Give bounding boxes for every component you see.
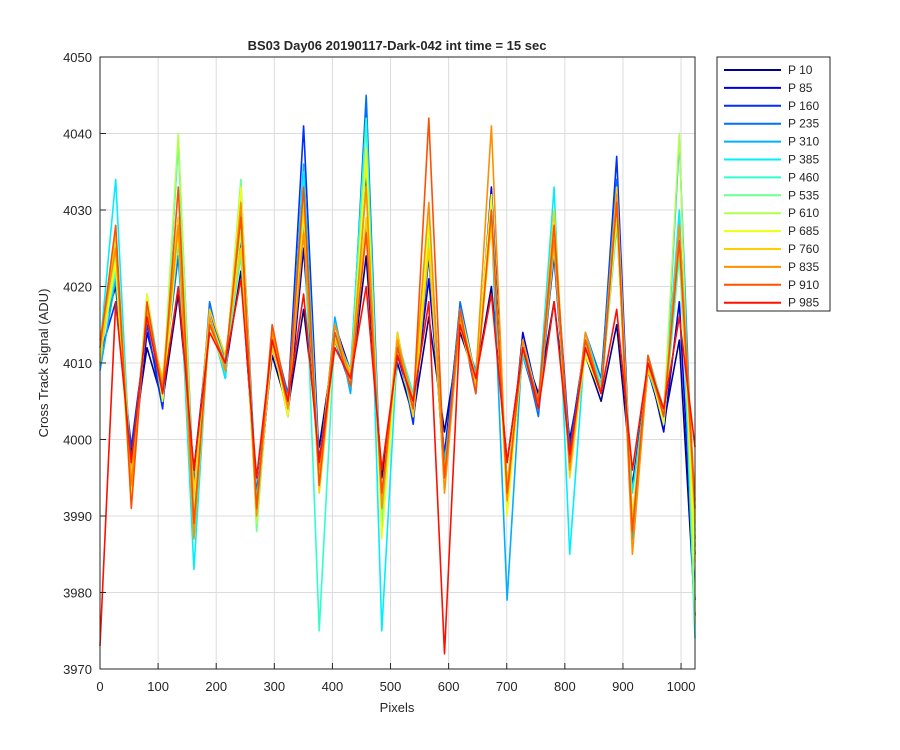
legend-label: P 235 (788, 117, 819, 131)
x-axis: 0 100 200 300 400 500 600 700 800 900 1000 (96, 663, 696, 694)
legend-label: P 535 (788, 188, 819, 202)
series-layer (99, 94, 696, 655)
y-axis-label: Cross Track Signal (ADU) (36, 289, 51, 438)
legend-entry: P 685 (724, 224, 819, 238)
x-tick-label: 700 (496, 679, 518, 694)
x-tick-label: 1000 (667, 679, 696, 694)
y-tick-label: 4030 (63, 203, 92, 218)
legend-entry: P 10 (724, 63, 813, 77)
x-tick-label: 800 (554, 679, 576, 694)
legend-label: P 835 (788, 260, 819, 274)
y-axis: 3970 3980 3990 4000 4010 4020 4030 4040 4050 (63, 50, 106, 677)
y-tick-label: 3990 (63, 509, 92, 524)
legend-label: P 85 (788, 81, 813, 95)
series-line-p-985 (99, 278, 696, 655)
legend-entry: P 385 (724, 153, 819, 167)
y-tick-label: 4000 (63, 433, 92, 448)
legend-box (716, 56, 831, 312)
legend-entry: P 835 (724, 260, 819, 274)
legend: P 10 P 85 P 160 P 235 P 310 P 385 P 460 P 535 P … (716, 56, 831, 312)
y-tick-label: 4020 (63, 280, 92, 295)
x-tick-label: 300 (263, 679, 285, 694)
x-tick-label: 600 (438, 679, 460, 694)
legend-label: P 385 (788, 153, 819, 167)
legend-label: P 460 (788, 170, 819, 184)
y-tick-label: 4050 (63, 50, 92, 65)
x-tick-label: 400 (322, 679, 344, 694)
chart-title: BS03 Day06 20190117-Dark-042 int time = … (248, 38, 547, 53)
legend-label: P 910 (788, 278, 819, 292)
x-tick-label: 200 (205, 679, 227, 694)
legend-label: P 10 (788, 63, 813, 77)
x-tick-label: 0 (96, 679, 103, 694)
legend-entry: P 760 (724, 242, 819, 256)
y-tick-label: 4010 (63, 356, 92, 371)
legend-label: P 685 (788, 224, 819, 238)
legend-entry: P 310 (724, 135, 819, 149)
x-axis-label: Pixels (380, 700, 415, 715)
legend-entry: P 85 (724, 81, 813, 95)
series-line-p-910 (99, 117, 696, 533)
legend-label: P 610 (788, 206, 819, 220)
y-tick-label: 3980 (63, 586, 92, 601)
legend-label: P 310 (788, 135, 819, 149)
legend-entry: P 160 (724, 99, 819, 113)
legend-label: P 760 (788, 242, 819, 256)
legend-entry: P 910 (724, 278, 819, 292)
legend-label: P 985 (788, 296, 819, 310)
legend-entry: P 985 (724, 296, 819, 310)
legend-entry: P 235 (724, 117, 819, 131)
legend-label: P 160 (788, 99, 819, 113)
y-tick-label: 3970 (63, 662, 92, 677)
y-tick-label: 4040 (63, 127, 92, 142)
x-tick-label: 900 (612, 679, 634, 694)
x-tick-label: 500 (380, 679, 402, 694)
legend-entry: P 610 (724, 206, 819, 220)
legend-entry: P 460 (724, 170, 819, 184)
legend-entry: P 535 (724, 188, 819, 202)
x-tick-label: 100 (147, 679, 169, 694)
